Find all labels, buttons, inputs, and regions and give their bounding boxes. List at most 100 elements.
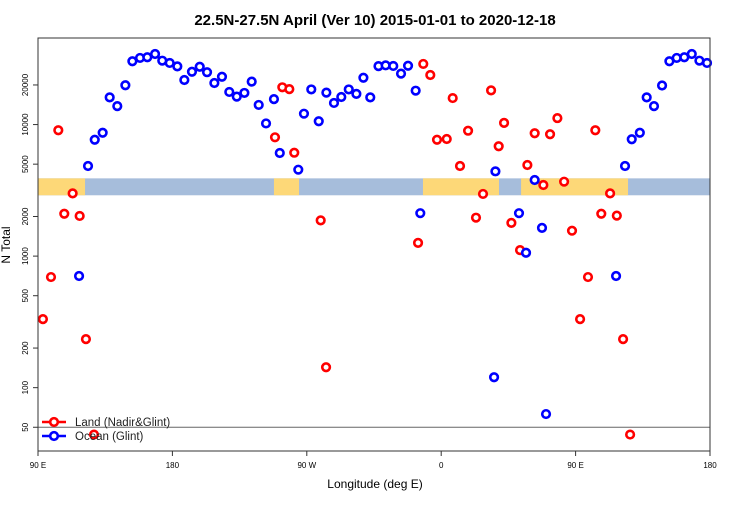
- land-point: [611, 210, 622, 221]
- ocean-point: [634, 127, 645, 138]
- land-point: [284, 84, 295, 95]
- ocean-point: [209, 77, 220, 89]
- land-point: [462, 125, 474, 136]
- land-point: [74, 210, 85, 222]
- land-point: [574, 314, 586, 325]
- y-tick-label: 10000: [21, 113, 30, 136]
- legend-label: Land (Nadir&Glint): [75, 417, 170, 429]
- ocean-point: [231, 91, 242, 102]
- x-tick-label: 90 W: [297, 461, 316, 470]
- ocean-point: [536, 222, 548, 233]
- ocean-point: [194, 61, 205, 72]
- ocean-point: [410, 85, 421, 96]
- land-point: [582, 271, 594, 283]
- ocean-point: [488, 372, 500, 383]
- land-point: [412, 237, 424, 249]
- y-tick-label: 200: [21, 341, 30, 355]
- x-tick-label: 180: [166, 461, 180, 470]
- y-tick-label: 50: [21, 422, 30, 431]
- ocean-point: [321, 87, 332, 98]
- ocean-point: [306, 84, 317, 95]
- land-band-segment: [38, 178, 86, 196]
- ocean-point: [142, 52, 153, 63]
- y-tick-label: 20000: [21, 73, 30, 96]
- land-band-segment: [273, 178, 300, 196]
- y-axis-label: N Total: [0, 226, 13, 263]
- ocean-point: [172, 61, 183, 72]
- land-point: [522, 159, 533, 171]
- land-point: [485, 85, 497, 96]
- land-point: [418, 58, 429, 70]
- ocean-point: [149, 48, 161, 60]
- land-point: [559, 176, 570, 187]
- land-point: [289, 147, 300, 158]
- ocean-point: [388, 60, 399, 72]
- ocean-point: [104, 92, 115, 103]
- land-point: [498, 117, 510, 128]
- chart-title: 22.5N-27.5N April (Ver 10) 2015-01-01 to…: [194, 12, 555, 29]
- ocean-point: [216, 71, 228, 82]
- ocean-point: [358, 72, 369, 83]
- land-point: [80, 333, 92, 345]
- ocean-point: [274, 147, 285, 159]
- ocean-point: [619, 160, 631, 172]
- x-axis-label: Longitude (deg E): [327, 477, 422, 491]
- ocean-point: [179, 74, 190, 86]
- land-point: [590, 125, 601, 136]
- land-point: [53, 125, 64, 136]
- land-point: [596, 208, 607, 219]
- ocean-point: [415, 208, 426, 219]
- y-tick-label: 100: [21, 380, 30, 394]
- y-tick-label: 5000: [21, 155, 30, 173]
- land-point: [477, 188, 489, 200]
- ocean-point: [313, 116, 324, 127]
- ocean-point: [201, 67, 213, 78]
- ocean-point: [268, 94, 280, 105]
- land-point: [269, 132, 281, 143]
- land-point: [441, 133, 452, 145]
- y-tick-label: 2000: [21, 207, 30, 225]
- land-point: [529, 128, 540, 139]
- land-band-segment: [521, 178, 629, 196]
- ocean-point: [490, 166, 501, 177]
- ocean-point: [260, 118, 272, 129]
- ocean-point: [540, 408, 552, 420]
- ocean-point: [336, 91, 347, 103]
- land-point: [425, 69, 436, 81]
- ocean-point: [82, 160, 94, 172]
- legend-marker: [48, 430, 60, 442]
- land-point: [604, 188, 616, 199]
- land-point: [538, 179, 549, 191]
- axes: 90 E 180 90 W 0 90 E 180 20000 10000 5000 2000 100…: [21, 73, 717, 470]
- land-point: [566, 225, 578, 236]
- land-point: [320, 362, 332, 373]
- ocean-point: [701, 57, 713, 69]
- land-point: [67, 188, 78, 199]
- plot-frame: [37, 37, 711, 452]
- legend-label: Ocean (Glint): [75, 431, 144, 443]
- land-point: [37, 314, 49, 325]
- x-tick-label: 180: [703, 461, 717, 470]
- ocean-point: [89, 134, 100, 145]
- land-point: [45, 271, 57, 283]
- ocean-point: [246, 76, 257, 87]
- x-tick-label: 90 E: [567, 461, 583, 470]
- ocean-point: [73, 270, 85, 282]
- ocean-point: [351, 88, 362, 100]
- ocean-point: [253, 99, 264, 111]
- ocean-point: [293, 164, 304, 175]
- ocean-point: [239, 87, 250, 99]
- ocean-point: [656, 80, 668, 91]
- y-tick-label: 500: [21, 288, 30, 302]
- ocean-point: [328, 97, 340, 109]
- data-points: [37, 48, 713, 440]
- land-point: [59, 208, 70, 219]
- land-point: [506, 217, 517, 228]
- ocean-point: [224, 86, 235, 98]
- land-point: [315, 215, 326, 226]
- land-point: [544, 129, 556, 140]
- land-point: [493, 141, 504, 152]
- ocean-point: [641, 92, 652, 103]
- ocean-point: [365, 92, 376, 103]
